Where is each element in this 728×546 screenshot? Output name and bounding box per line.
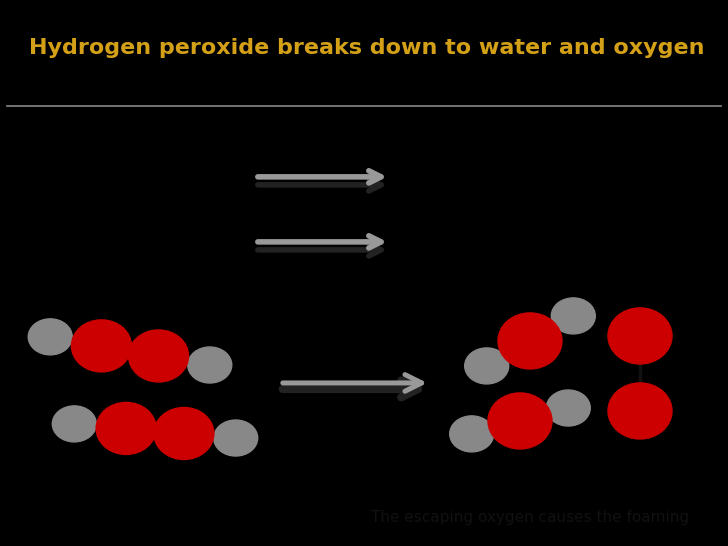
Text: O +: O +: [480, 223, 542, 252]
Ellipse shape: [450, 416, 494, 452]
Text: Hydrogen peroxide breaks down to water and oxygen: Hydrogen peroxide breaks down to water a…: [29, 38, 705, 58]
Text: manganese oxide: manganese oxide: [262, 144, 373, 157]
Text: hydrogen peroxide: hydrogen peroxide: [30, 169, 266, 193]
Ellipse shape: [154, 407, 214, 460]
Ellipse shape: [188, 347, 232, 383]
Text: 2H: 2H: [115, 223, 162, 252]
Text: 2: 2: [196, 239, 210, 258]
Text: O: O: [558, 223, 584, 252]
Ellipse shape: [608, 383, 672, 439]
Ellipse shape: [71, 320, 132, 372]
Ellipse shape: [608, 308, 672, 364]
Text: The escaping oxygen causes the foaming: The escaping oxygen causes the foaming: [371, 511, 689, 525]
Text: 2: 2: [591, 239, 605, 258]
Ellipse shape: [551, 298, 596, 334]
Ellipse shape: [129, 330, 189, 382]
Ellipse shape: [214, 420, 258, 456]
Text: 2: 2: [467, 239, 480, 258]
Text: O: O: [163, 223, 189, 252]
Ellipse shape: [28, 319, 72, 355]
Ellipse shape: [52, 406, 96, 442]
Ellipse shape: [498, 313, 562, 369]
Text: water + oxygen: water + oxygen: [435, 169, 634, 193]
Text: 2: 2: [152, 239, 166, 258]
Ellipse shape: [96, 402, 156, 454]
Ellipse shape: [464, 348, 509, 384]
Ellipse shape: [488, 393, 552, 449]
Text: 2H: 2H: [430, 223, 477, 252]
Ellipse shape: [546, 390, 590, 426]
